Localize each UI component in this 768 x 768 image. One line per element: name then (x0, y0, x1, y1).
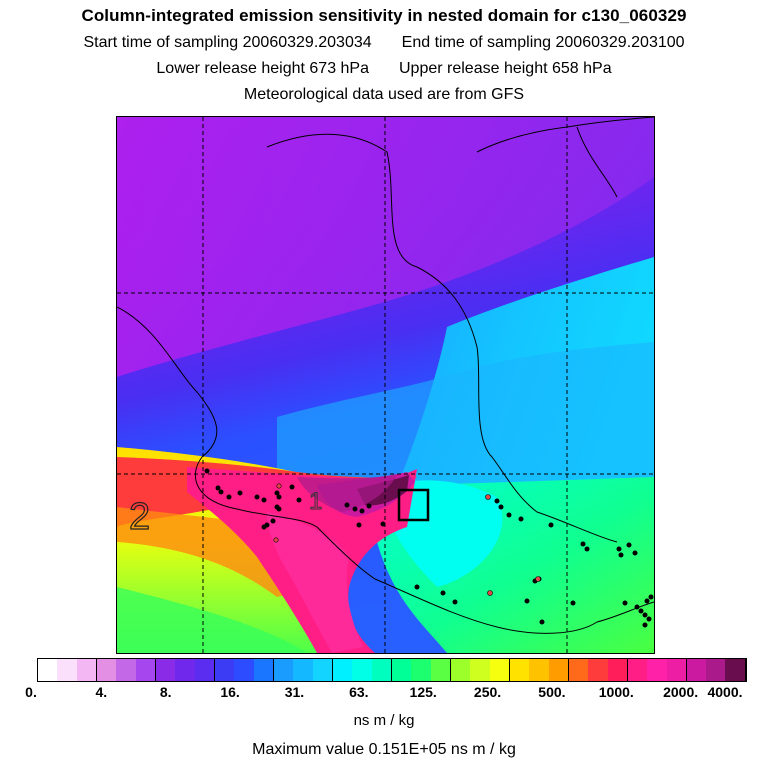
colorbar-segment (57, 659, 77, 681)
label-two: 2 (129, 496, 150, 538)
upper-release-height: Upper release height 658 hPa (399, 60, 612, 77)
met-data-source: Meteorological data used are from GFS (243, 86, 525, 103)
colorbar-tick-label: 125. (409, 684, 437, 700)
start-time: Start time of sampling 20060329.203034 (83, 34, 372, 51)
colorbar-segment (194, 659, 215, 681)
colorbar-segment (234, 659, 254, 681)
colorbar-tick-label: 2000. (663, 684, 699, 700)
release-heights: Lower release height 673 hPa Upper releas… (0, 60, 768, 78)
colorbar-segment (647, 659, 667, 681)
colorbar-segment (175, 659, 195, 681)
colorbar-segment (529, 659, 549, 681)
colorbar (37, 658, 747, 682)
colorbar-tick-label: 500. (538, 684, 566, 700)
maximum-value: Maximum value 0.151E+05 ns m / kg (252, 741, 516, 758)
colorbar-segment (155, 659, 176, 681)
colorbar-tick-label: 0. (25, 684, 37, 700)
colorbar-segment (116, 659, 136, 681)
map-svg: 2 1 (117, 117, 654, 653)
lat-lon-grid (117, 117, 654, 653)
colorbar-segment (686, 659, 707, 681)
receptor-box (397, 488, 430, 522)
colorbar-tick-label: 1000. (598, 684, 634, 700)
colorbar-segment (666, 659, 687, 681)
label-one: 1 (309, 488, 322, 515)
colorbar-units: ns m / kg (353, 712, 415, 729)
colorbar-segment (548, 659, 569, 681)
map-plot: 2 1 (116, 116, 655, 654)
colorbar-tick-label: 31. (284, 684, 305, 700)
sampling-points (204, 468, 654, 628)
colorbar-segment (411, 659, 431, 681)
colorbar-tick-label: 4. (95, 684, 108, 700)
colorbar-segment (76, 659, 97, 681)
colorbar-segment (627, 659, 648, 681)
colorbar-segment (273, 659, 294, 681)
colorbar-segment (135, 659, 156, 681)
colorbar-tick-label: 16. (220, 684, 240, 700)
colorbar-segment (332, 659, 353, 681)
colorbar-segment (706, 659, 726, 681)
end-time: End time of sampling 20060329.203100 (401, 34, 685, 51)
colorbar-tick-label: 63. (349, 684, 369, 700)
colorbar-segment (607, 659, 628, 681)
colorbar-segment (352, 659, 372, 681)
colorbar-segment (38, 659, 58, 681)
colorbar-segment (588, 659, 608, 681)
colorbar-segment (568, 659, 589, 681)
sampling-times: Start time of sampling 20060329.203034 En… (0, 34, 768, 52)
colorbar-segment (253, 659, 274, 681)
colorbar-tick-label: 4000. (707, 684, 743, 700)
map-title: Column-integrated emission sensitivity i… (81, 6, 687, 25)
colorbar-segment (214, 659, 235, 681)
highlighted-points (273, 483, 541, 596)
colorbar-segment (509, 659, 530, 681)
colorbar-segment (391, 659, 412, 681)
colorbar-segment (470, 659, 490, 681)
lower-release-height: Lower release height 673 hPa (156, 60, 369, 77)
colorbar-segment (371, 659, 392, 681)
colorbar-segment (293, 659, 313, 681)
colorbar-tick-label: 250. (473, 684, 502, 700)
colorbar-segment (450, 659, 471, 681)
colorbar-segment (312, 659, 333, 681)
colorbar-segment (96, 659, 117, 681)
colorbar-segment (430, 659, 451, 681)
colorbar-segment (725, 659, 746, 681)
colorbar-segment (489, 659, 510, 681)
colorbar-tick-label: 8. (159, 684, 172, 700)
